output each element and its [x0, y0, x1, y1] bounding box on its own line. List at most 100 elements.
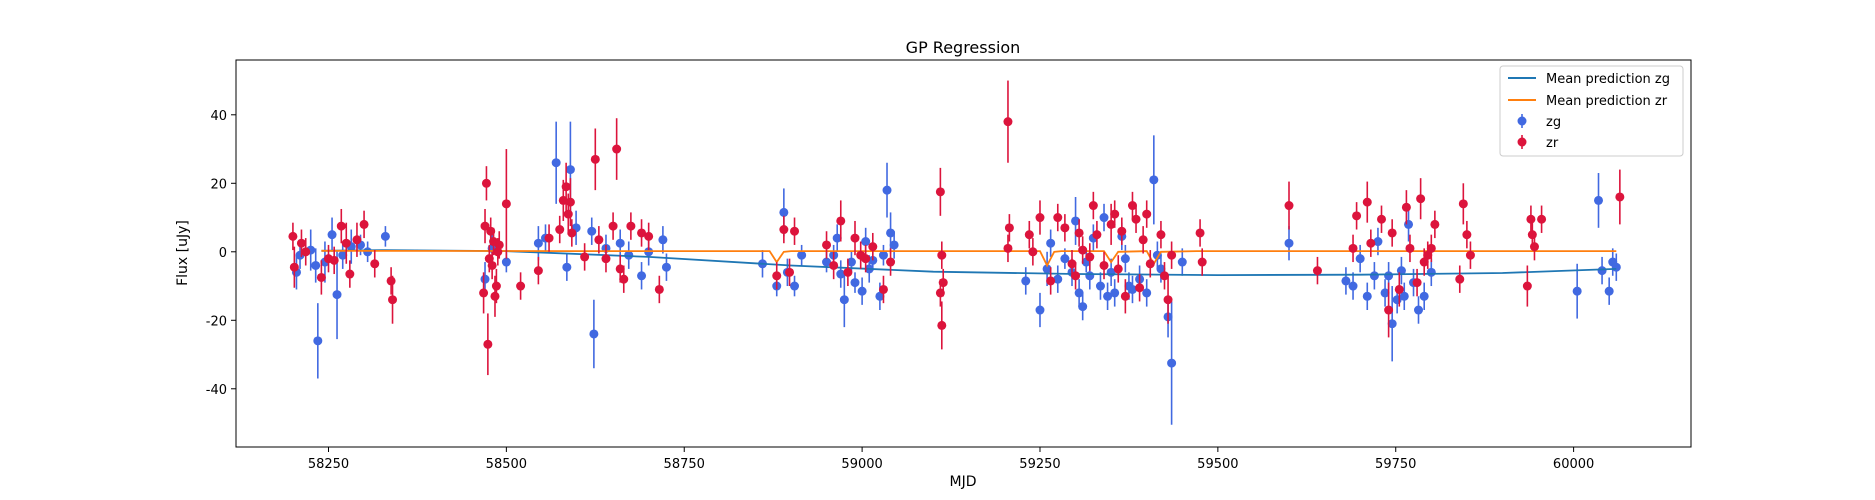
zg-point	[313, 336, 322, 345]
zg-point	[840, 295, 849, 304]
x-tick-label: 59500	[1197, 457, 1238, 472]
zr-point	[1352, 211, 1361, 220]
x-tick-label: 59750	[1375, 457, 1416, 472]
zr-point	[1146, 259, 1155, 268]
zr-point	[352, 235, 361, 244]
zr-point	[297, 239, 306, 248]
zg-point	[1404, 220, 1413, 229]
zr-point	[1100, 261, 1109, 270]
zr-point	[879, 285, 888, 294]
zg-point	[363, 247, 372, 256]
zr-point	[1377, 215, 1386, 224]
legend-label-zr-mean: Mean prediction zr	[1546, 94, 1668, 109]
zr-point	[829, 261, 838, 270]
zr-point	[555, 225, 564, 234]
zr-point	[1089, 201, 1098, 210]
zr-point	[345, 270, 354, 279]
zr-point	[1413, 278, 1422, 287]
zr-point	[609, 222, 618, 231]
zr-point	[564, 210, 573, 219]
zr-point	[1198, 258, 1207, 267]
zr-point	[1466, 251, 1475, 260]
zg-point	[779, 208, 788, 217]
zg-point	[381, 232, 390, 241]
zg-point	[637, 271, 646, 280]
zr-point	[387, 276, 396, 285]
y-tick-label: -20	[206, 314, 227, 329]
zg-point	[311, 261, 320, 270]
zg-point	[1035, 306, 1044, 315]
zr-point	[1462, 230, 1471, 239]
zr-point	[1395, 285, 1404, 294]
zr-point	[937, 321, 946, 330]
zr-point	[1078, 246, 1087, 255]
zg-point	[1420, 292, 1429, 301]
zr-point	[1528, 230, 1537, 239]
zg-point	[481, 275, 490, 284]
zr-point	[1139, 235, 1148, 244]
zr-point	[1035, 213, 1044, 222]
zr-point	[1028, 247, 1037, 256]
zr-point	[937, 251, 946, 260]
legend-label-zr: zr	[1546, 136, 1559, 151]
zr-point	[655, 285, 664, 294]
x-tick-label: 58500	[486, 457, 527, 472]
legend-zg-point	[1518, 117, 1527, 126]
zr-point	[534, 266, 543, 275]
zr-point	[612, 145, 621, 154]
zr-point	[1526, 215, 1535, 224]
zr-point	[591, 155, 600, 164]
zr-point	[1455, 275, 1464, 284]
zg-point	[1021, 276, 1030, 285]
zr-point	[601, 254, 610, 263]
zg-point	[1349, 282, 1358, 291]
zg-point	[1178, 258, 1187, 267]
zg-point	[1096, 282, 1105, 291]
zg-point	[797, 251, 806, 260]
zr-point	[822, 240, 831, 249]
legend-label-zg-mean: Mean prediction zg	[1546, 72, 1670, 87]
zr-point	[1537, 215, 1546, 224]
zr-point	[772, 271, 781, 280]
zr-point	[1530, 242, 1539, 251]
zg-point	[790, 282, 799, 291]
zg-point	[1356, 254, 1365, 263]
zr-point	[1167, 251, 1176, 260]
zg-point	[328, 230, 337, 239]
y-tick-label: 40	[210, 109, 227, 124]
x-tick-label: 59000	[841, 457, 882, 472]
zr-point	[370, 259, 379, 268]
zr-point	[1388, 228, 1397, 237]
zr-point	[567, 228, 576, 237]
zr-point	[1313, 266, 1322, 275]
zr-point	[482, 179, 491, 188]
zr-point	[779, 225, 788, 234]
zr-point	[594, 235, 603, 244]
zr-point	[290, 263, 299, 272]
zg-point	[1573, 287, 1582, 296]
zr-point	[619, 275, 628, 284]
zg-point	[1598, 266, 1607, 275]
y-tick-label: 20	[210, 177, 227, 192]
zr-point	[1135, 283, 1144, 292]
zr-point	[1523, 282, 1532, 291]
zr-point	[1132, 215, 1141, 224]
zr-point	[1003, 244, 1012, 253]
x-axis-label: MJD	[950, 474, 977, 490]
zr-point	[868, 242, 877, 251]
zg-point	[333, 290, 342, 299]
zg-point	[587, 227, 596, 236]
zr-point	[388, 295, 397, 304]
zr-point	[1363, 198, 1372, 207]
zr-point	[1160, 271, 1169, 280]
y-tick-label: -40	[206, 383, 227, 398]
zg-point	[1100, 213, 1109, 222]
zr-point	[1156, 230, 1165, 239]
zr-point	[861, 254, 870, 263]
zr-point	[939, 278, 948, 287]
y-tick-label: 0	[219, 246, 227, 261]
zr-point	[616, 264, 625, 273]
zg-point	[1167, 359, 1176, 368]
